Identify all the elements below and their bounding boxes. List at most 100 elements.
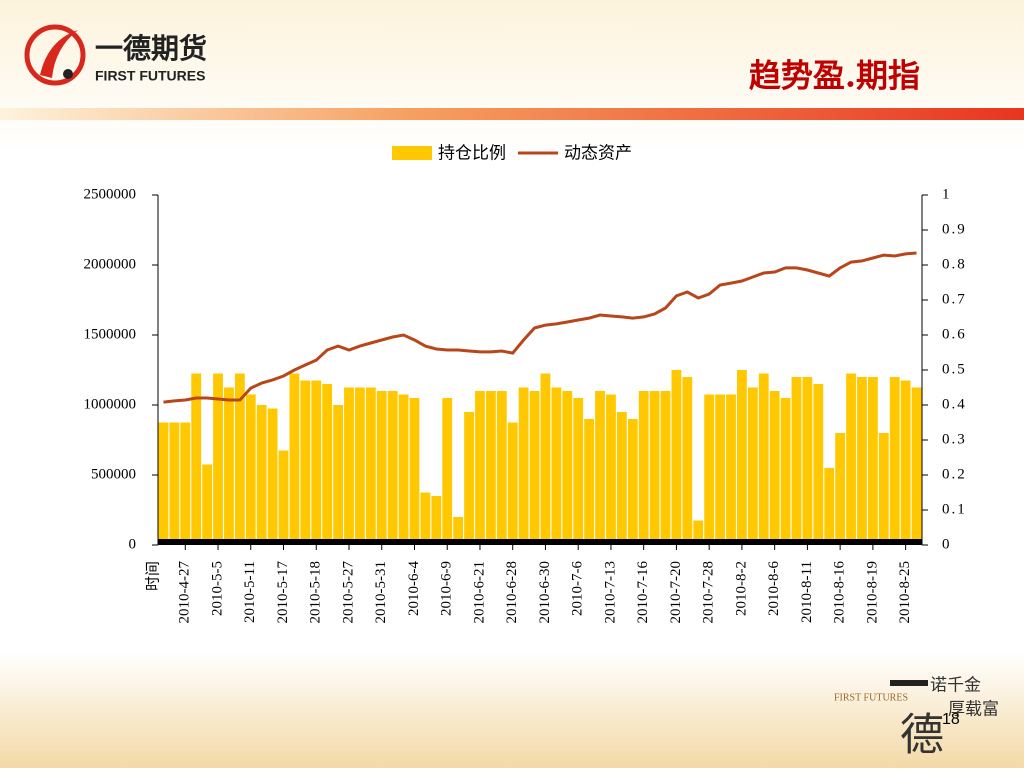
x-tick-label: 2010-8-2 [733,561,749,616]
bar [333,405,343,545]
bar [551,387,562,545]
bar [387,391,398,545]
bar [289,373,300,545]
x-tick-label: 2010-5-31 [373,561,389,624]
y2-tick-label: 0 [942,536,952,552]
bar [573,398,584,545]
motto: 诺千金 [930,676,981,696]
bar [747,387,758,545]
bar [704,394,715,545]
y-tick-label: 1000000 [84,396,137,412]
bar [595,391,605,545]
x-tick-label: 2010-7-16 [635,561,651,624]
bar [267,408,278,545]
bar [857,377,867,545]
bar [802,377,813,545]
footer-brand: FIRST FUTURES [834,692,908,703]
bar [518,387,529,545]
x-tick-label: 2010-8-11 [799,561,815,623]
bar [355,387,365,545]
y-tick-label: 1500000 [84,326,137,342]
bar [213,373,223,545]
x-tick-label: 2010-8-16 [832,561,848,624]
bar [780,398,791,545]
bar [496,391,507,545]
bar [180,422,191,545]
y-tick-label: 500000 [91,466,136,482]
bar [562,391,573,545]
bar [442,398,453,545]
bar [758,373,769,545]
bar [234,373,245,545]
y-tick-label: 2500000 [84,186,137,202]
bar [409,398,420,545]
y2-tick-label: 0.6 [942,326,967,342]
bar [485,391,496,545]
x-tick-label: 2010-8-25 [897,561,913,624]
y2-tick-label: 0.7 [942,291,967,307]
page-number: 18 [942,711,960,728]
bar [278,450,289,545]
bar [398,394,409,545]
bar [376,391,387,545]
bar [824,468,835,545]
bar [256,405,267,545]
bar [627,419,638,545]
bar [606,394,616,545]
bar [813,384,824,545]
bar [835,433,846,545]
bar [507,422,518,545]
legend-label: 动态资产 [564,144,632,164]
x-tick-label: 2010-6-30 [537,561,553,624]
y2-tick-label: 0.1 [942,501,967,517]
bar [311,380,322,545]
bar [715,394,725,545]
x-axis-band [158,539,922,545]
bar [191,373,202,545]
bar [245,394,256,545]
slide-title: 趋势盈.期指 [749,57,920,95]
y2-tick-label: 0.3 [942,431,967,447]
y2-tick-label: 0.4 [942,396,967,412]
x-tick-label: 2010-7-28 [701,561,717,624]
motto: 厚载富 [948,700,999,720]
x-tick-label: 2010-5-5 [209,561,225,616]
x-tick-label: 2010-6-28 [504,561,520,624]
bar [769,391,780,545]
bar [300,380,311,545]
footer-mark: 德 [900,710,944,761]
bar [529,391,540,545]
bar [671,370,682,545]
x-tick-label: 2010-7-20 [668,561,684,624]
bar [878,433,889,545]
bar [453,517,464,545]
bar [224,387,234,545]
bar [889,377,900,545]
y2-tick-label: 0.8 [942,256,967,272]
bar [867,377,878,545]
bar [475,391,485,545]
bar [365,387,376,545]
x-tick-label: 2010-6-4 [406,561,422,616]
x-tick-label: 2010-5-11 [242,561,258,623]
footer-stroke [890,680,928,686]
bar [616,412,627,545]
bar [202,464,213,545]
bar [682,377,693,545]
bar [638,391,649,545]
logo [24,24,86,86]
bar [693,520,704,545]
brand: 一德期货 [95,32,207,65]
y-tick-label: 2000000 [84,256,137,272]
brand-en: FIRST FUTURES [95,68,205,84]
header-band [0,108,1024,120]
bar [169,422,180,545]
legend-swatch [392,146,432,160]
x-tick-label: 2010-6-9 [439,561,455,616]
x-tick-label: 2010-8-19 [864,561,880,624]
y2-tick-label: 0.5 [942,361,967,377]
bar [649,391,660,545]
chart: 0 500000 1000000 1500000 2000000 2500000 0 0.1 0… [84,144,967,624]
bar [431,496,442,545]
